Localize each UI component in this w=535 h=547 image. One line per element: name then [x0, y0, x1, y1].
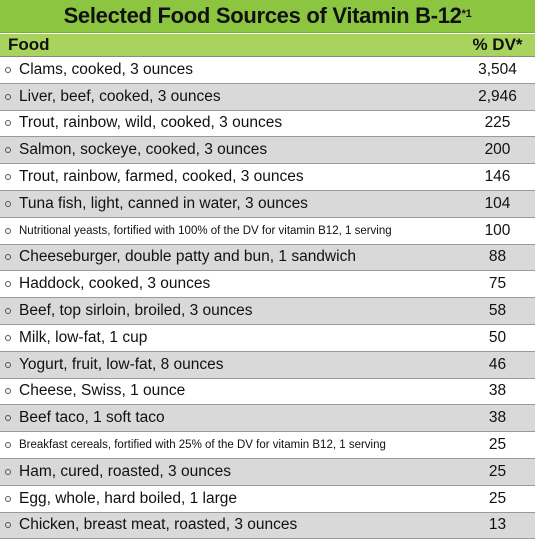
food-label: Trout, rainbow, wild, cooked, 3 ounces [19, 114, 283, 132]
table-row: Clams, cooked, 3 ounces 3,504 [0, 57, 535, 84]
food-label: Trout, rainbow, farmed, cooked, 3 ounces [19, 168, 304, 186]
dv-value: 104 [484, 194, 511, 212]
food-cell: Milk, low-fat, 1 cup [0, 329, 460, 347]
food-cell: Trout, rainbow, wild, cooked, 3 ounces [0, 114, 460, 132]
food-label: Milk, low-fat, 1 cup [19, 328, 148, 346]
food-label: Tuna fish, light, canned in water, 3 oun… [19, 194, 308, 212]
food-label: Beef taco, 1 soft taco [19, 409, 165, 427]
bullet-icon [5, 334, 11, 341]
food-cell: Trout, rainbow, farmed, cooked, 3 ounces [0, 168, 460, 186]
table-row: Nutritional yeasts, fortified with 100% … [0, 218, 535, 245]
table-row: Cheese, Swiss, 1 ounce 38 [0, 379, 535, 406]
dv-value: 100 [484, 221, 511, 239]
food-label: Nutritional yeasts, fortified with 100% … [19, 224, 392, 237]
table-row: Egg, whole, hard boiled, 1 large 25 [0, 486, 535, 513]
food-cell: Beef, top sirloin, broiled, 3 ounces [0, 302, 460, 320]
food-table: Clams, cooked, 3 ounces 3,504 Liver, beef,… [0, 57, 535, 540]
food-column-header: Food [8, 35, 50, 54]
table-row: Trout, rainbow, wild, cooked, 3 ounces 22… [0, 111, 535, 138]
food-label: Liver, beef, cooked, 3 ounces [19, 87, 221, 105]
food-cell: Egg, whole, hard boiled, 1 large [0, 490, 460, 508]
food-label: Yogurt, fruit, low-fat, 8 ounces [19, 355, 224, 373]
bullet-icon [5, 388, 11, 395]
dv-value: 46 [488, 355, 507, 373]
table-row: Tuna fish, light, canned in water, 3 oun… [0, 190, 535, 218]
food-cell: Nutritional yeasts, fortified with 100% … [0, 225, 460, 237]
food-label: Haddock, cooked, 3 ounces [19, 275, 211, 293]
dv-value: 2,946 [478, 87, 517, 105]
table-row: Liver, beef, cooked, 3 ounces 2,946 [0, 83, 535, 111]
food-cell: Tuna fish, light, canned in water, 3 oun… [0, 195, 460, 213]
table-row: Cheeseburger, double patty and bun, 1 sa… [0, 244, 535, 272]
food-cell: Ham, cured, roasted, 3 ounces [0, 463, 460, 481]
table-row: Beef, top sirloin, broiled, 3 ounces 58 [0, 298, 535, 325]
bullet-icon [5, 174, 11, 181]
bullet-icon [5, 281, 11, 288]
bullet-icon [5, 522, 11, 529]
bullet-icon [5, 415, 11, 422]
food-cell: Breakfast cereals, fortified with 25% of… [0, 439, 460, 451]
table-title: Selected Food Sources of Vitamin B-12 *1 [0, 0, 535, 33]
dv-value: 225 [484, 114, 511, 132]
dv-value: 200 [484, 141, 511, 159]
food-label: Ham, cured, roasted, 3 ounces [19, 462, 231, 480]
table-row: Ham, cured, roasted, 3 ounces 25 [0, 458, 535, 486]
bullet-icon [5, 254, 11, 261]
dv-value: 3,504 [478, 60, 517, 78]
table-row: Milk, low-fat, 1 cup 50 [0, 325, 535, 352]
food-label: Breakfast cereals, fortified with 25% of… [19, 439, 386, 452]
bullet-icon [5, 361, 11, 368]
table-row: Trout, rainbow, farmed, cooked, 3 ounces… [0, 164, 535, 191]
table-row: Breakfast cereals, fortified with 25% of… [0, 432, 535, 459]
food-label: Egg, whole, hard boiled, 1 large [19, 489, 238, 507]
table-row: Chicken, breast meat, roasted, 3 ounces 1… [0, 512, 535, 540]
food-label: Clams, cooked, 3 ounces [19, 60, 194, 78]
bullet-icon [5, 147, 11, 154]
food-cell: Salmon, sockeye, cooked, 3 ounces [0, 141, 460, 159]
dv-value: 146 [484, 168, 511, 186]
food-cell: Chicken, breast meat, roasted, 3 ounces [0, 516, 460, 534]
dv-value: 50 [488, 328, 507, 346]
dv-value: 13 [488, 516, 507, 534]
bullet-icon [5, 442, 11, 449]
food-label: Salmon, sockeye, cooked, 3 ounces [19, 141, 268, 159]
title-footnote-mark: *1 [461, 8, 472, 20]
food-cell: Cheeseburger, double patty and bun, 1 sa… [0, 248, 460, 266]
dv-value: 75 [488, 275, 507, 293]
table-header: Food % DV* [0, 34, 535, 57]
food-label: Cheese, Swiss, 1 ounce [19, 382, 186, 400]
bullet-icon [5, 495, 11, 502]
title-text: Selected Food Sources of Vitamin B-12 [63, 3, 462, 28]
dv-value: 58 [488, 302, 507, 320]
dv-value: 25 [488, 436, 507, 454]
dv-value: 38 [488, 409, 507, 427]
food-cell: Beef taco, 1 soft taco [0, 409, 460, 427]
bullet-icon [5, 120, 11, 127]
bullet-icon [5, 66, 11, 73]
food-cell: Clams, cooked, 3 ounces [0, 61, 460, 79]
food-label: Chicken, breast meat, roasted, 3 ounces [19, 516, 298, 534]
bullet-icon [5, 468, 11, 475]
dv-value: 38 [488, 382, 507, 400]
bullet-icon [5, 93, 11, 100]
food-label: Beef, top sirloin, broiled, 3 ounces [19, 302, 253, 320]
table-row: Salmon, sockeye, cooked, 3 ounces 200 [0, 137, 535, 165]
dv-column-header: % DV* [472, 35, 523, 54]
bullet-icon [5, 308, 11, 315]
bullet-icon [5, 227, 11, 234]
dv-value: 25 [488, 462, 507, 480]
food-label: Cheeseburger, double patty and bun, 1 sa… [19, 248, 356, 266]
food-cell: Haddock, cooked, 3 ounces [0, 275, 460, 293]
dv-value: 25 [488, 489, 507, 507]
food-cell: Yogurt, fruit, low-fat, 8 ounces [0, 356, 460, 374]
table-row: Yogurt, fruit, low-fat, 8 ounces 46 [0, 351, 535, 379]
table-row: Beef taco, 1 soft taco 38 [0, 405, 535, 433]
dv-value: 88 [488, 248, 507, 266]
food-cell: Cheese, Swiss, 1 ounce [0, 382, 460, 400]
table-row: Haddock, cooked, 3 ounces 75 [0, 271, 535, 299]
food-cell: Liver, beef, cooked, 3 ounces [0, 88, 460, 106]
bullet-icon [5, 200, 11, 207]
